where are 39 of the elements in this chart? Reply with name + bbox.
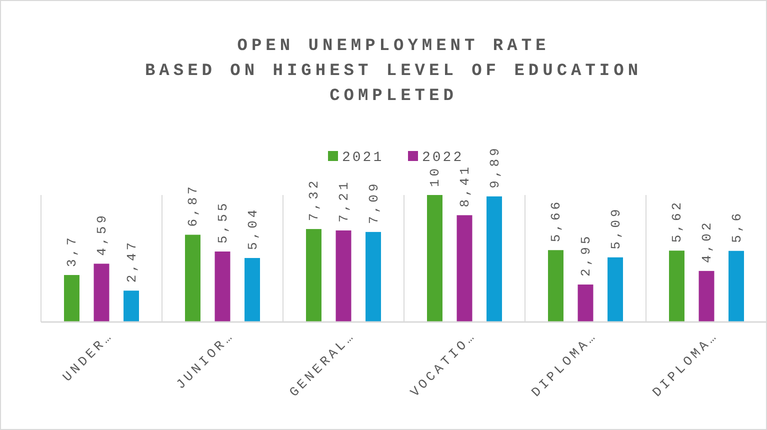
- data-label: 5,6: [729, 210, 744, 243]
- data-label: 5,66: [548, 198, 564, 242]
- data-label: 4,59: [94, 212, 110, 256]
- data-label: 9,89: [487, 145, 502, 188]
- data-label: 6,87: [186, 184, 201, 227]
- bar: [366, 232, 381, 322]
- chart-title: OPEN UNEMPLOYMENT RATE BASED ON HIGHEST LEVEL OF EDUCATION COMPLETED: [144, 37, 642, 106]
- bar: [214, 252, 230, 322]
- bar: [486, 196, 502, 322]
- bar: [185, 234, 200, 322]
- data-label: 10: [428, 165, 443, 187]
- data-label: 7,32: [306, 178, 322, 222]
- bar: [578, 284, 594, 322]
- data-label: 7,21: [336, 179, 352, 222]
- data-label: 5,62: [670, 199, 685, 243]
- data-label: 2,95: [578, 233, 594, 277]
- data-label: 3,7: [64, 234, 80, 268]
- bar: [94, 264, 110, 322]
- bar: [548, 250, 564, 322]
- data-label: 5,55: [216, 200, 230, 244]
- legend-label: 2022: [422, 150, 464, 166]
- data-label: 5,04: [245, 206, 260, 250]
- data-label: 4,02: [700, 220, 714, 263]
- data-label: 2,47: [124, 239, 140, 283]
- bar: [336, 230, 352, 322]
- bar: [669, 250, 684, 322]
- bar: [306, 229, 322, 322]
- data-label: 8,41: [458, 164, 472, 208]
- bar: [64, 275, 80, 322]
- bar: [456, 215, 472, 322]
- bar: [244, 258, 260, 322]
- data-label: 5,09: [608, 206, 624, 250]
- bar: [728, 250, 744, 322]
- legend-label: 2021: [342, 150, 384, 166]
- data-label: 7,09: [366, 180, 382, 224]
- bar: [124, 290, 139, 322]
- bar: [608, 257, 623, 322]
- bar: [427, 195, 442, 322]
- bar: [698, 270, 714, 322]
